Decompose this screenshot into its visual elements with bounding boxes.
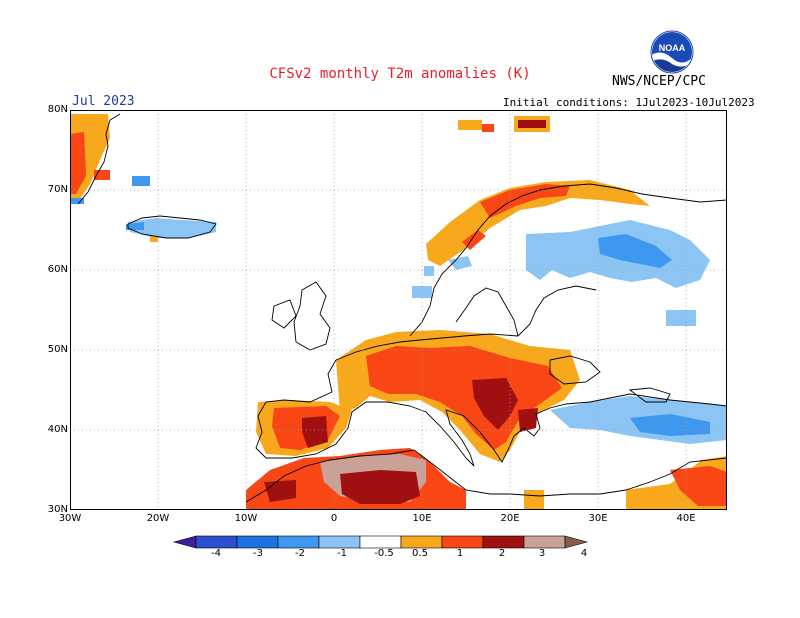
lon-label-20w: 20W [146, 513, 170, 524]
colorbar-segment-above-4 [564, 535, 589, 549]
colorbar-label-2: 2 [498, 548, 506, 559]
noaa-logo-text: NOAA [659, 43, 686, 53]
lon-label-20e: 20E [500, 513, 520, 524]
lon-label-30e: 30E [588, 513, 608, 524]
colorbar-segment-2-to-3 [482, 535, 525, 549]
graticule [70, 110, 727, 510]
lon-label-40e: 40E [676, 513, 696, 524]
colorbar-label-0-5: 0.5 [412, 548, 428, 559]
map-title: CFSv2 monthly T2m anomalies (K) [269, 66, 531, 82]
colorbar-segment-minus-1-to-minus-0-5 [318, 535, 361, 549]
lon-label-10w: 10W [234, 513, 258, 524]
lat-label-70n: 70N [47, 184, 68, 195]
anomaly-map [70, 110, 727, 510]
forecast-month: Jul 2023 [72, 94, 135, 109]
colorbar-segment-3-to-4 [523, 535, 566, 549]
colorbar-label-minus-4: -4 [211, 548, 221, 559]
lat-label-40n: 40N [47, 424, 68, 435]
colorbar-segment-minus-2-to-minus-1 [277, 535, 320, 549]
lon-label-30w: 30W [58, 513, 82, 524]
lat-label-80n: 80N [47, 104, 68, 115]
colorbar-segment-minus-0-5-to-0-5 [359, 535, 402, 549]
colorbar-segment-minus-4-to-minus-3 [195, 535, 238, 549]
lat-label-50n: 50N [47, 344, 68, 355]
colorbar-label-minus-3: -3 [253, 548, 263, 559]
colorbar-label-minus-0-5: -0.5 [374, 548, 394, 559]
noaa-logo-icon: NOAA [650, 30, 694, 74]
colorbar-label-minus-2: -2 [295, 548, 305, 559]
colorbar-label-3: 3 [538, 548, 546, 559]
colorbar-segment-1-to-2 [441, 535, 484, 549]
colorbar-segment-0-5-to-1 [400, 535, 443, 549]
colorbar [172, 535, 589, 549]
colorbar-label-1: 1 [456, 548, 464, 559]
colorbar-segment-minus-3-to-minus-2 [236, 535, 279, 549]
colorbar-segment-below-minus-4 [172, 535, 197, 549]
lon-label-0: 0 [330, 513, 338, 524]
lat-label-60n: 60N [47, 264, 68, 275]
lon-label-10e: 10E [412, 513, 432, 524]
colorbar-label-4: 4 [580, 548, 588, 559]
colorbar-label-minus-1: -1 [337, 548, 347, 559]
initial-conditions: Initial conditions: 1Jul2023-10Jul2023 [503, 96, 755, 109]
lat-label-30n: 30N [47, 504, 68, 515]
agency-label: NWS/NCEP/CPC [612, 74, 706, 89]
anomaly-shading [70, 114, 727, 510]
map-frame [70, 110, 727, 510]
coastlines [77, 113, 727, 503]
